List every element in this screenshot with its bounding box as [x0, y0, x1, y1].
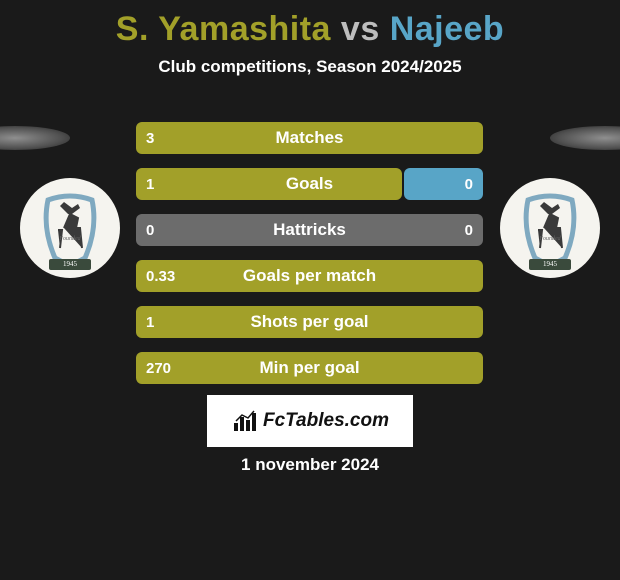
vs-text: vs	[341, 10, 380, 48]
comparison-bars: 3Matches10Goals00Hattricks0.33Goals per …	[136, 122, 483, 398]
date-text: 1 november 2024	[0, 455, 620, 475]
bar-left: 0.33	[136, 260, 483, 292]
bar-row: 0.33Goals per match	[136, 260, 483, 292]
bar-left: 1	[136, 306, 483, 338]
bar-left: 270	[136, 352, 483, 384]
bar-left: 3	[136, 122, 483, 154]
bar-row: 1Shots per goal	[136, 306, 483, 338]
bar-neutral: 00	[136, 214, 483, 246]
bar-row: 3Matches	[136, 122, 483, 154]
page-title: S. Yamashita vs Najeeb	[0, 0, 620, 49]
bar-left-value: 0	[146, 222, 154, 239]
founded-label: Founded	[538, 236, 561, 242]
bar-right: 0	[404, 168, 483, 200]
club-crest-left: Founded 1945	[20, 178, 120, 293]
bar-right-value: 0	[465, 222, 473, 239]
founded-label: Founded	[58, 236, 81, 242]
club-crest-right: Founded 1945	[500, 178, 600, 293]
shadow-right	[550, 126, 620, 150]
crest-bg: Founded 1945	[20, 178, 120, 278]
bar-left-value: 0.33	[146, 268, 175, 285]
crest-year: 1945	[49, 259, 91, 270]
bar-left-value: 1	[146, 314, 154, 331]
logo-text: FcTables.com	[263, 410, 389, 432]
chart-icon	[231, 407, 259, 435]
subtitle: Club competitions, Season 2024/2025	[0, 57, 620, 77]
crest-year: 1945	[529, 259, 571, 270]
player2-name: Najeeb	[390, 10, 505, 48]
site-logo: FcTables.com	[207, 395, 413, 447]
bar-row: 00Hattricks	[136, 214, 483, 246]
bar-left-value: 3	[146, 130, 154, 147]
crest-bg: Founded 1945	[500, 178, 600, 278]
bar-left-value: 1	[146, 176, 154, 193]
bar-row: 10Goals	[136, 168, 483, 200]
player1-name: S. Yamashita	[116, 10, 331, 48]
bar-row: 270Min per goal	[136, 352, 483, 384]
bar-right-value: 0	[465, 176, 473, 193]
shadow-left	[0, 126, 70, 150]
bar-left: 1	[136, 168, 402, 200]
bar-left-value: 270	[146, 360, 171, 377]
